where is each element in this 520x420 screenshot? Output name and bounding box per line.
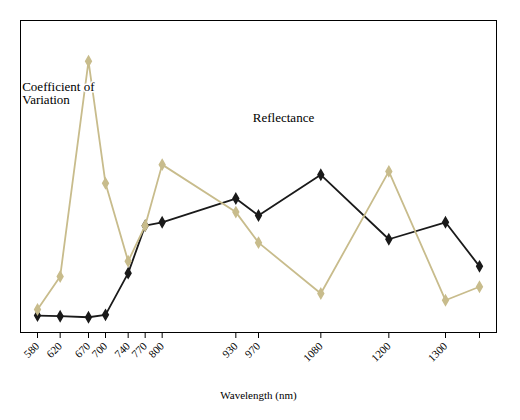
svg-text:770: 770 — [128, 339, 150, 360]
svg-text:700: 700 — [89, 339, 110, 360]
svg-text:670: 670 — [72, 339, 93, 360]
svg-text:970: 970 — [242, 339, 263, 360]
svg-text:930: 930 — [220, 339, 241, 360]
svg-text:740: 740 — [111, 339, 133, 360]
svg-text:1200: 1200 — [369, 339, 393, 363]
svg-text:Reflectance: Reflectance — [253, 110, 315, 125]
svg-text:620: 620 — [44, 339, 65, 360]
svg-text:Coefficient ofVariation: Coefficient ofVariation — [22, 79, 95, 107]
svg-text:1300: 1300 — [425, 339, 449, 363]
svg-text:1080: 1080 — [301, 339, 325, 363]
svg-text:Wavelength (nm): Wavelength (nm) — [220, 389, 297, 402]
svg-text:800: 800 — [146, 339, 167, 360]
svg-text:580: 580 — [21, 339, 42, 360]
